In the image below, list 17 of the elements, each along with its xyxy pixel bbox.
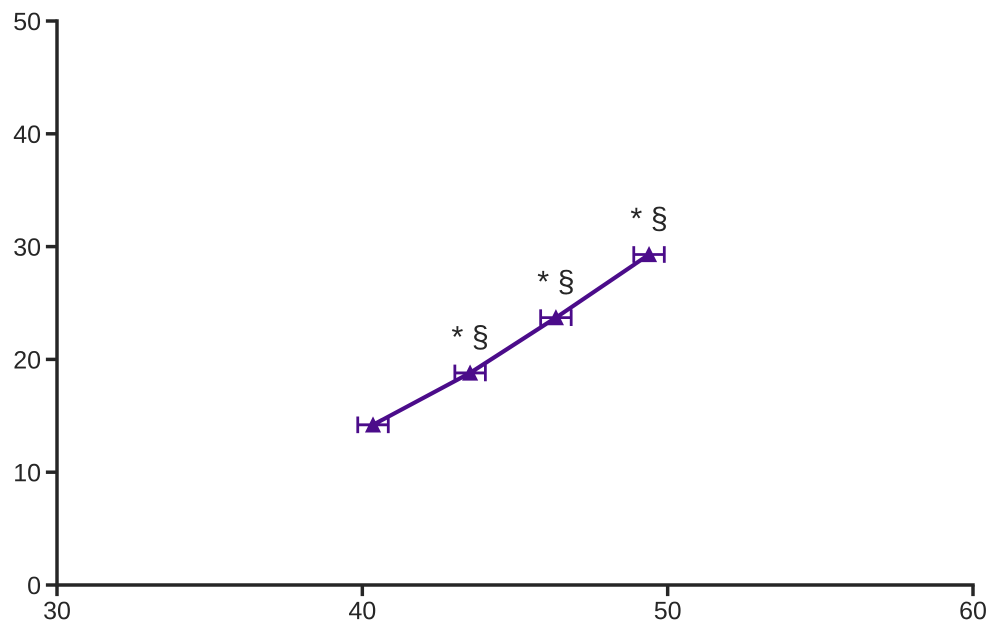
y-tick-label: 20 bbox=[14, 351, 40, 369]
y-tick-label: 0 bbox=[28, 576, 40, 594]
annotation: * § bbox=[452, 325, 488, 350]
x-tick-label: 40 bbox=[349, 602, 376, 620]
y-tick-label: 50 bbox=[14, 12, 40, 30]
annotation: * § bbox=[538, 270, 573, 294]
x-tick-label: 30 bbox=[44, 602, 70, 620]
x-tick-label: 60 bbox=[960, 602, 986, 620]
y-tick-label: 30 bbox=[14, 238, 40, 256]
x-tick-label: 50 bbox=[654, 602, 681, 620]
y-tick-label: 40 bbox=[14, 125, 40, 144]
annotation: * § bbox=[630, 206, 666, 232]
y-tick-label: 10 bbox=[15, 464, 40, 482]
point bbox=[548, 310, 564, 326]
point bbox=[365, 417, 381, 432]
point bbox=[462, 365, 478, 381]
point bbox=[641, 246, 657, 262]
